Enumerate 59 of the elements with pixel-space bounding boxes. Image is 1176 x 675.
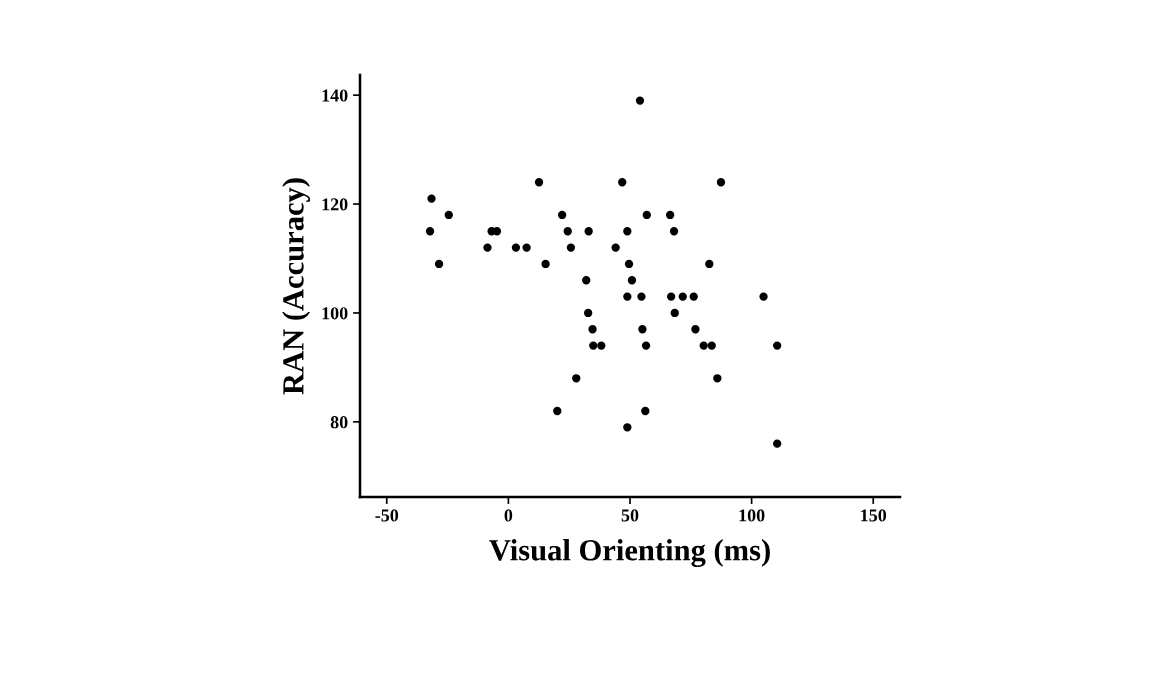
x-tick-label: 50 — [621, 509, 639, 522]
point — [557, 210, 567, 220]
y-tick-label: 100 — [322, 307, 348, 320]
point — [534, 178, 544, 187]
point — [773, 439, 782, 448]
point — [641, 406, 650, 416]
point — [623, 423, 632, 432]
point — [434, 259, 444, 269]
point — [624, 259, 634, 269]
point — [444, 210, 453, 220]
point — [666, 292, 676, 301]
point — [623, 292, 632, 301]
point — [553, 406, 562, 416]
point — [642, 210, 651, 220]
point — [699, 341, 708, 350]
point — [597, 341, 606, 350]
point — [627, 276, 637, 285]
point — [522, 243, 531, 252]
point — [541, 259, 550, 269]
point — [713, 374, 722, 383]
point — [691, 325, 700, 334]
point — [589, 341, 598, 350]
point — [635, 96, 645, 105]
point — [637, 292, 646, 301]
y-tick-label: 80 — [330, 416, 348, 429]
x-tick-label: 100 — [739, 509, 765, 522]
y-axis-title: RAN (Accuracy) — [282, 178, 310, 395]
x-tick-label: -50 — [375, 509, 399, 522]
point — [665, 210, 675, 220]
point — [759, 292, 768, 301]
point — [588, 325, 597, 334]
point — [669, 227, 679, 236]
point — [584, 308, 593, 318]
point — [623, 227, 632, 236]
point — [670, 308, 679, 318]
point — [618, 178, 627, 187]
x-tick-label: 0 — [504, 509, 513, 522]
point — [566, 243, 576, 252]
point — [483, 243, 492, 252]
point — [611, 243, 620, 252]
point — [511, 243, 521, 252]
point — [773, 341, 782, 350]
point — [584, 227, 593, 236]
point — [572, 374, 581, 383]
y-tick-label: 140 — [322, 89, 348, 102]
y-tick-label: 120 — [322, 198, 348, 211]
point — [678, 292, 687, 301]
point — [689, 292, 698, 301]
point — [638, 325, 647, 334]
point — [425, 227, 435, 236]
point — [716, 178, 726, 187]
point — [641, 341, 651, 350]
x-axis-title: Visual Orienting (ms) — [489, 539, 770, 568]
point — [582, 276, 591, 285]
point — [707, 341, 716, 350]
x-tick-label: 150 — [861, 509, 887, 522]
point — [427, 194, 436, 203]
point — [705, 259, 714, 269]
point — [563, 227, 572, 236]
